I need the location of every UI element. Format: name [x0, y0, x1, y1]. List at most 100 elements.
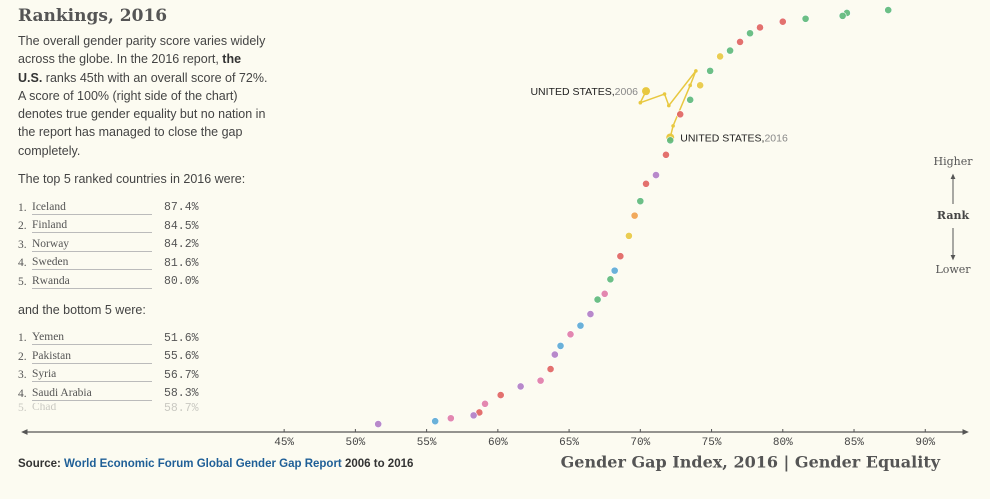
list-rank: 4.: [18, 387, 27, 400]
country-point: [556, 341, 565, 350]
top-heading: The top 5 ranked countries in 2016 were:: [18, 172, 246, 187]
list-name: Syria: [32, 368, 152, 383]
list-score: 55.6%: [164, 350, 199, 364]
list-name: Chad: [32, 403, 152, 413]
country-point: [636, 197, 645, 206]
x-tick-label: 90%: [915, 437, 935, 449]
country-point: [586, 310, 595, 318]
annotation: UNITED STATES,2016: [680, 132, 788, 144]
list-score: 80.0%: [164, 275, 199, 289]
list-rank: 1.: [18, 332, 27, 345]
intro-text: The overall gender parity score varies w…: [18, 34, 266, 67]
country-point: [610, 266, 619, 275]
list-score: 58.7%: [164, 403, 199, 414]
sidebar-title: Rankings, 2016: [18, 6, 168, 26]
list-row: 3. Norway 84.2%: [18, 235, 268, 254]
list-name: Finland: [32, 219, 152, 234]
list-rank: 3.: [18, 238, 27, 251]
annotation-year: 2006: [615, 86, 639, 98]
x-tick-label: 50%: [345, 437, 365, 449]
list-rank: 5.: [18, 275, 27, 288]
list-row: 5. Chad 58.7%: [18, 403, 268, 413]
y-axis-title: Rank: [937, 209, 970, 222]
rank-higher: Higher: [933, 155, 973, 168]
x-tick-label: 60%: [488, 437, 508, 449]
country-point: [374, 420, 383, 428]
annotation-text: UNITED STATES,: [530, 86, 614, 98]
country-point: [606, 275, 615, 284]
list-rank: 1.: [18, 201, 27, 214]
country-point: [600, 289, 609, 298]
country-point: [593, 295, 602, 304]
list-name: Saudi Arabia: [32, 387, 152, 401]
country-point: [546, 365, 555, 373]
country-point: [838, 11, 847, 20]
country-point: [431, 417, 440, 426]
source: Source: World Economic Forum Global Gend…: [18, 458, 413, 470]
country-point: [481, 399, 489, 408]
x-tick-label: 75%: [702, 437, 722, 449]
list-row: 1. Iceland 87.4%: [18, 198, 268, 217]
us-point: [671, 124, 675, 128]
source-label: Source:: [18, 458, 61, 470]
x-tick-label: 85%: [844, 437, 864, 449]
list-score: 84.2%: [164, 238, 199, 252]
annotation-text: UNITED STATES,: [680, 132, 764, 144]
country-point: [666, 136, 675, 145]
list-row: 2. Finland 84.5%: [18, 217, 268, 236]
country-point: [676, 110, 685, 119]
country-point: [716, 52, 725, 61]
bottom-heading: and the bottom 5 were:: [18, 302, 146, 317]
country-point: [469, 411, 478, 420]
country-point: [496, 391, 505, 400]
country-point: [801, 14, 810, 23]
country-point: [642, 179, 650, 188]
list-rank: 2.: [18, 220, 27, 233]
country-point: [756, 23, 764, 32]
list-rank: 5.: [18, 403, 27, 414]
annotation-year: 2016: [764, 132, 788, 144]
list-name: Pakistan: [32, 350, 152, 364]
rank-lower: Lower: [935, 263, 971, 276]
country-point: [662, 150, 670, 159]
country-point: [566, 330, 575, 339]
us-trail: [638, 70, 697, 138]
country-point: [726, 46, 734, 55]
list-score: 81.6%: [164, 256, 199, 270]
list-rank: 4.: [18, 257, 27, 270]
list-rank: 3.: [18, 369, 27, 382]
annotation: UNITED STATES,2006: [530, 86, 638, 98]
list-row: 4. Sweden 81.6%: [18, 254, 268, 273]
country-point: [696, 81, 705, 90]
country-point: [630, 211, 639, 220]
country-point: [576, 321, 585, 330]
country-point: [446, 414, 455, 423]
x-tick-label: 65%: [559, 437, 579, 449]
list-name: Iceland: [32, 201, 152, 215]
list-score: 51.6%: [164, 331, 199, 345]
bottom-list: 1. Yemen 51.6% 2. Pakistan 55.6% 3. Syria 56.7% 4…: [18, 329, 268, 413]
country-point: [550, 350, 559, 359]
list-name: Rwanda: [32, 275, 152, 289]
source-suffix: 2006 to 2016: [344, 458, 414, 470]
list-row: 5. Rwanda 80.0%: [18, 272, 268, 291]
list-score: 56.7%: [164, 368, 199, 382]
country-point: [516, 382, 525, 391]
x-tick-label: 45%: [274, 437, 294, 449]
country-point: [625, 231, 633, 240]
country-point: [706, 66, 715, 75]
country-point: [884, 6, 893, 14]
country-point: [536, 376, 545, 385]
list-row: 1. Yemen 51.6%: [18, 329, 268, 348]
x-axis-title: Gender Gap Index, 2016 | Gender Equality: [561, 453, 941, 472]
source-link[interactable]: World Economic Forum Global Gender Gap R…: [64, 458, 342, 470]
country-point: [778, 17, 787, 26]
country-point: [616, 252, 625, 261]
list-name: Sweden: [32, 256, 152, 271]
intro-bold: the U.S.: [18, 52, 242, 85]
list-name: Yemen: [32, 331, 152, 346]
us-point: [638, 100, 643, 105]
top-list: 1. Iceland 87.4% 2. Finland 84.5% 3. Norway 84.2…: [18, 198, 268, 291]
